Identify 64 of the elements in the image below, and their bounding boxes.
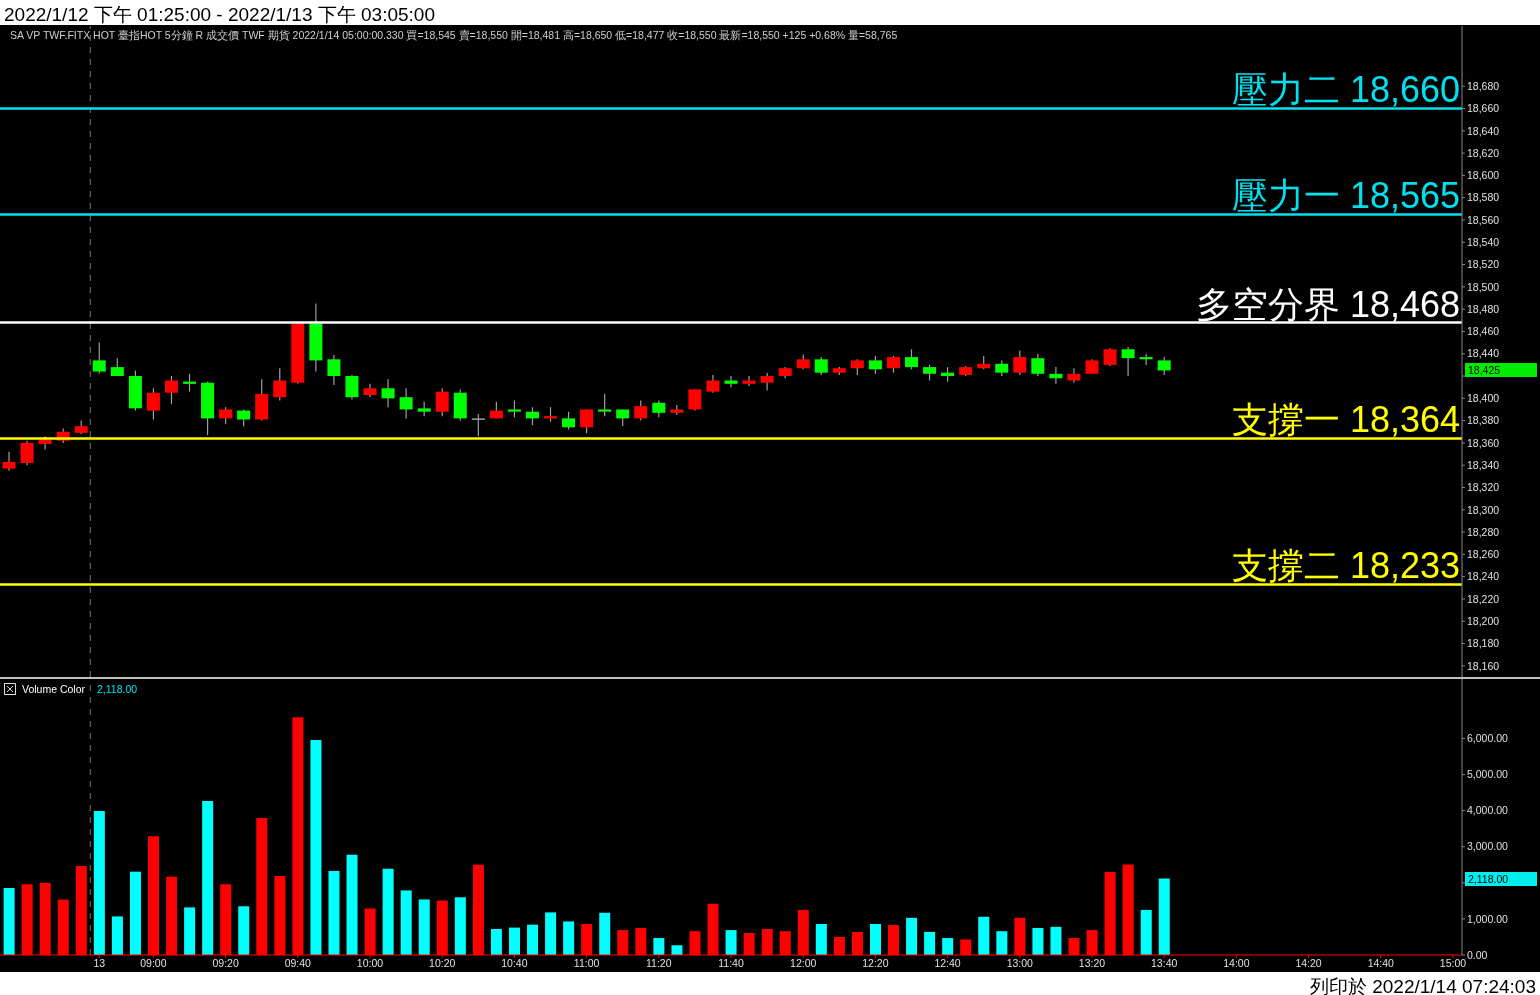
x-tick-label: 11:20 <box>646 957 672 970</box>
y-tick-label: 18,360 <box>1467 436 1500 449</box>
y-tick-label: 18,320 <box>1467 481 1500 494</box>
chart-subtitle: SA VP TWF.FITX HOT 臺指HOT 5分鐘 R 成交價 TWF 期貨 2022/1/14 05:00:00.330 買=18,545 賣=18,550 開=18,481 高=18,650 低=18,477 收=18,550 最新=18,550 +125 +0.68% 量=58,765 <box>10 29 898 43</box>
chart-subtitle: 2,118.00 <box>97 683 138 695</box>
y-tick-label: 18,680 <box>1467 79 1500 92</box>
x-tick-label: 14:40 <box>1367 957 1395 970</box>
x-tick-label: 10:20 <box>429 957 456 970</box>
y-tick-label: 18,400 <box>1467 392 1500 405</box>
y-tick-label: 1,000.00 <box>1467 912 1509 925</box>
y-tick-label: 18,180 <box>1467 637 1500 650</box>
x-tick-label: 09:20 <box>212 957 239 970</box>
y-tick-label: 18,200 <box>1467 614 1500 627</box>
y-tick-label: 5,000.00 <box>1467 768 1509 781</box>
x-tick-label: 14:20 <box>1295 957 1322 970</box>
x-tick-label: 12:40 <box>934 957 961 970</box>
x-tick-label: 13:00 <box>1006 957 1034 970</box>
ref-line-label: 支撐二 18,233 <box>1231 545 1460 587</box>
y-tick-label: 18,580 <box>1467 191 1500 204</box>
y-tick-label: 18,220 <box>1467 592 1500 605</box>
y-tick-label: 3,000.00 <box>1467 840 1509 853</box>
y-tick-label: 18,540 <box>1467 235 1500 248</box>
y-tick-label: 18,460 <box>1467 325 1500 338</box>
y-tick-label: 18,660 <box>1467 102 1500 115</box>
y-tick-label: 18,620 <box>1467 146 1500 159</box>
y-tick-label: 0.00 <box>1467 948 1488 961</box>
y-tick-label: 18,160 <box>1467 659 1500 672</box>
y-tick-label: 18,520 <box>1467 258 1500 271</box>
y-tick-label: 6,000.00 <box>1467 732 1509 745</box>
y-tick-label: 18,600 <box>1467 169 1500 182</box>
x-tick-label: 12:00 <box>790 957 817 970</box>
y-tick-label: 18,280 <box>1467 525 1500 538</box>
x-tick-label: 12:20 <box>862 957 889 970</box>
x-tick-label: 09:00 <box>140 957 167 970</box>
y-tick-label: 4,000.00 <box>1467 804 1509 817</box>
y-tick-label: 18,380 <box>1467 414 1500 427</box>
ref-line-label: 支撐一 18,364 <box>1231 399 1460 441</box>
ref-line-label: 壓力一 18,565 <box>1231 175 1460 217</box>
x-tick-label: 13:20 <box>1078 957 1106 970</box>
y-tick-label: 18,500 <box>1467 280 1500 293</box>
text: 2,118.00 <box>1465 871 1537 886</box>
x-tick-label: 14:00 <box>1223 957 1250 970</box>
chart-title: 2022/1/12 下午 01:25:00 - 2022/1/13 下午 03:05:00 <box>4 3 435 27</box>
y-tick-label: 18,240 <box>1467 570 1500 583</box>
x-tick-label: 15:00 <box>1439 957 1467 970</box>
y-tick-label: 18,300 <box>1467 503 1500 516</box>
y-tick-label: 18,440 <box>1467 347 1500 360</box>
x-tick-label: 09:40 <box>284 957 312 970</box>
x-tick-label: 11:40 <box>718 957 744 970</box>
y-tick-label: 18,640 <box>1467 124 1500 137</box>
x-tick-label: 10:00 <box>356 957 384 970</box>
ref-line-label: 壓力二 18,660 <box>1231 69 1460 111</box>
x-tick-label: 13 <box>93 957 106 970</box>
y-tick-label: 18,560 <box>1467 213 1500 226</box>
text: 18,425 <box>1465 363 1537 378</box>
y-tick-label: 18,260 <box>1467 548 1500 561</box>
x-tick-label: 11:00 <box>573 957 600 970</box>
x-tick-label: 10:40 <box>501 957 528 970</box>
text: 列印於 2022/1/14 07:24:03 <box>1309 975 1536 995</box>
ref-line-label: 多空分界 18,468 <box>1195 283 1460 325</box>
y-tick-label: 18,480 <box>1467 302 1500 315</box>
x-tick-label: 13:40 <box>1151 957 1178 970</box>
y-tick-label: 18,340 <box>1467 458 1500 471</box>
chart-title: Volume Color <box>22 683 86 695</box>
